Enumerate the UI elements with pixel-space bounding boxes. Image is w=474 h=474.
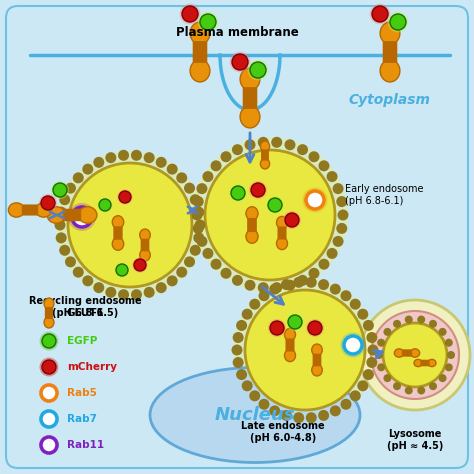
Circle shape [202, 171, 213, 182]
Circle shape [258, 282, 269, 293]
FancyBboxPatch shape [420, 360, 429, 366]
Circle shape [194, 219, 206, 230]
Circle shape [117, 189, 133, 205]
Circle shape [155, 282, 167, 293]
Text: Rab11: Rab11 [67, 440, 104, 450]
Circle shape [184, 256, 195, 267]
Circle shape [41, 411, 57, 427]
Circle shape [258, 290, 270, 301]
Circle shape [82, 164, 93, 174]
Circle shape [281, 410, 292, 421]
FancyBboxPatch shape [45, 307, 53, 319]
Circle shape [330, 283, 341, 295]
Circle shape [297, 144, 308, 155]
Circle shape [236, 369, 247, 380]
Circle shape [284, 280, 295, 291]
Circle shape [366, 332, 377, 343]
Ellipse shape [9, 203, 25, 217]
Circle shape [249, 299, 260, 310]
Circle shape [251, 183, 265, 197]
Circle shape [59, 245, 70, 256]
Circle shape [55, 219, 65, 230]
Circle shape [167, 164, 178, 174]
Circle shape [118, 150, 129, 161]
Circle shape [268, 198, 282, 212]
Ellipse shape [380, 22, 400, 44]
Text: mCherry: mCherry [67, 362, 117, 372]
Ellipse shape [380, 60, 400, 82]
Circle shape [196, 183, 208, 194]
Circle shape [306, 191, 324, 209]
Circle shape [198, 11, 219, 32]
Circle shape [340, 290, 352, 301]
Circle shape [247, 60, 268, 81]
Ellipse shape [284, 328, 295, 341]
Ellipse shape [36, 203, 52, 217]
Circle shape [327, 171, 337, 182]
Circle shape [405, 316, 413, 324]
Circle shape [229, 52, 250, 73]
Circle shape [438, 374, 447, 382]
Circle shape [232, 275, 243, 286]
Text: Rab5: Rab5 [67, 388, 97, 398]
Circle shape [192, 137, 348, 293]
Circle shape [318, 279, 329, 290]
Circle shape [308, 321, 322, 335]
Circle shape [73, 173, 84, 183]
Circle shape [393, 382, 401, 390]
Ellipse shape [78, 207, 97, 223]
Ellipse shape [312, 364, 322, 376]
Ellipse shape [284, 349, 295, 362]
Circle shape [39, 409, 59, 429]
Ellipse shape [47, 207, 65, 223]
Circle shape [190, 194, 201, 205]
Circle shape [167, 275, 178, 286]
Ellipse shape [276, 237, 288, 250]
Circle shape [132, 257, 148, 273]
FancyBboxPatch shape [277, 227, 286, 239]
Circle shape [51, 181, 69, 199]
Circle shape [99, 199, 111, 211]
Circle shape [306, 277, 317, 288]
Circle shape [59, 194, 70, 205]
Circle shape [288, 315, 302, 329]
Circle shape [388, 11, 409, 32]
Circle shape [73, 267, 84, 278]
Circle shape [363, 369, 374, 380]
Circle shape [231, 345, 243, 356]
Circle shape [393, 320, 401, 328]
Circle shape [375, 351, 383, 359]
Circle shape [377, 339, 385, 346]
Ellipse shape [410, 349, 419, 357]
Circle shape [97, 197, 113, 213]
Text: Nucleus: Nucleus [215, 406, 295, 424]
Circle shape [383, 323, 447, 387]
Text: GLUT1: GLUT1 [67, 308, 105, 318]
Circle shape [372, 6, 388, 22]
Ellipse shape [44, 298, 54, 309]
Circle shape [131, 150, 142, 161]
Circle shape [65, 256, 76, 267]
Circle shape [286, 313, 304, 331]
Circle shape [357, 380, 368, 392]
Text: Lysosome
(pH ≈ 4.5): Lysosome (pH ≈ 4.5) [387, 429, 443, 451]
Circle shape [210, 160, 221, 171]
Circle shape [417, 386, 425, 394]
FancyBboxPatch shape [285, 338, 294, 352]
Circle shape [155, 157, 167, 168]
Circle shape [202, 248, 213, 259]
Ellipse shape [150, 367, 360, 463]
Text: Early endosome
(pH 6.8-6.1): Early endosome (pH 6.8-6.1) [345, 184, 423, 206]
Text: Rab7: Rab7 [67, 414, 97, 424]
Ellipse shape [190, 22, 210, 44]
Circle shape [190, 245, 201, 256]
Circle shape [270, 321, 284, 335]
Circle shape [242, 380, 253, 392]
FancyBboxPatch shape [63, 209, 81, 221]
Circle shape [249, 390, 260, 401]
Circle shape [390, 14, 406, 30]
Circle shape [55, 232, 67, 243]
Text: EGFP: EGFP [67, 336, 97, 346]
Circle shape [383, 328, 392, 336]
